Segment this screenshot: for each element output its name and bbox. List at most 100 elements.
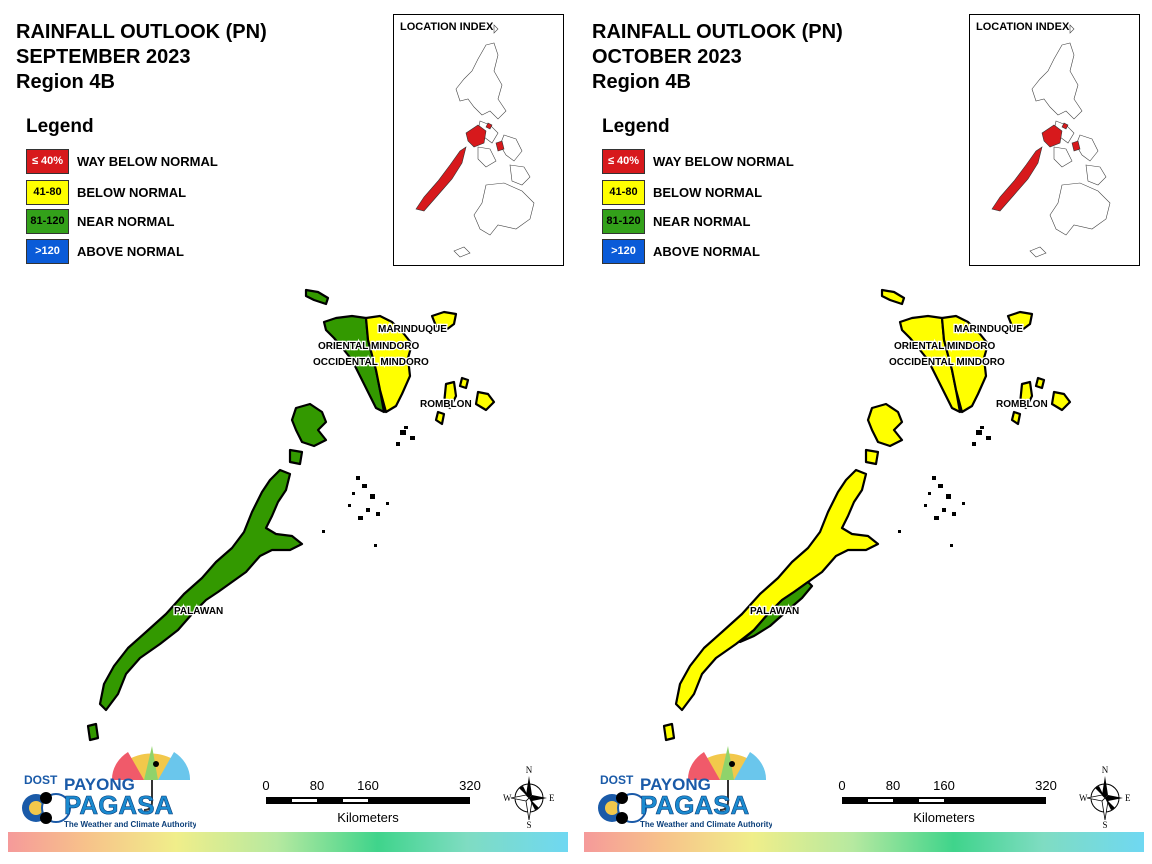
- oriental-mindoro-shape: [940, 314, 990, 414]
- legend-row-above: >120 ABOVE NORMAL: [26, 238, 184, 264]
- marinduque-shape: [1006, 310, 1034, 332]
- region-map: MARINDUQUE ORIENTAL MINDORO OCCIDENTAL M…: [662, 288, 1072, 742]
- scale-unit: Kilometers: [337, 810, 399, 825]
- scale-unit: Kilometers: [913, 810, 975, 825]
- legend-label: BELOW NORMAL: [77, 184, 187, 200]
- legend-swatch: 81-120: [26, 208, 69, 234]
- title-line1: RAINFALL OUTLOOK (PN): [16, 21, 267, 43]
- legend-swatch: >120: [602, 238, 645, 264]
- calamian-islands: [290, 402, 328, 448]
- scale-tick: 80: [886, 778, 900, 793]
- logo-dost-text: DOST: [24, 773, 58, 787]
- legend-title: Legend: [602, 116, 670, 137]
- scale-bar: 0 80 160 320 Kilometers: [834, 776, 1064, 832]
- legend-swatch: ≤ 40%: [602, 148, 645, 174]
- scale-tick: 320: [1035, 778, 1057, 793]
- scale-tick: 0: [838, 778, 845, 793]
- marinduque-shape: [430, 310, 458, 332]
- philippines-inset-map: [415, 24, 535, 258]
- scale-tick: 160: [933, 778, 955, 793]
- location-index-label: LOCATION INDEX: [400, 21, 494, 33]
- map-title: RAINFALL OUTLOOK (PN) SEPTEMBER 2023 Reg…: [16, 20, 267, 95]
- legend-label: NEAR NORMAL: [77, 213, 175, 229]
- romblon-island-small: [458, 376, 470, 390]
- scale-tick: 80: [310, 778, 324, 793]
- romblon-island-small: [1034, 376, 1046, 390]
- romblon-island-south: [1010, 410, 1022, 426]
- north-arrow-compass: N S W E: [1076, 764, 1134, 830]
- legend-row-below: 41-80 BELOW NORMAL: [26, 179, 186, 205]
- small-islets: [322, 426, 415, 547]
- lubang-island: [304, 288, 330, 306]
- legend-row-near: 81-120 NEAR NORMAL: [602, 208, 751, 234]
- location-index-inset: LOCATION INDEX: [393, 14, 564, 266]
- compass-s: S: [526, 820, 531, 830]
- label-marinduque: MARINDUQUE: [378, 324, 447, 335]
- culion-island: [288, 448, 304, 466]
- palawan-mainland-shape: [98, 468, 304, 712]
- legend-row-above: >120 ABOVE NORMAL: [602, 238, 760, 264]
- scale-bar: 0 80 160 320 Kilometers: [258, 776, 488, 832]
- logo-payong-text: PAYONG: [640, 775, 711, 794]
- compass-n: N: [526, 765, 533, 775]
- philippines-inset-map: [991, 24, 1111, 258]
- label-marinduque: MARINDUQUE: [954, 324, 1023, 335]
- label-palawan: PALAWAN: [750, 606, 799, 617]
- palawan-mainland-shape: [674, 468, 880, 712]
- logo-tagline: The Weather and Climate Authority: [64, 820, 196, 829]
- title-line1: RAINFALL OUTLOOK (PN): [592, 21, 843, 43]
- palawan-south-islet: [86, 722, 100, 742]
- label-oriental-mindoro: ORIENTAL MINDORO: [894, 341, 996, 352]
- romblon-tablas: [1018, 380, 1034, 410]
- map-title: RAINFALL OUTLOOK (PN) OCTOBER 2023 Regio…: [592, 20, 843, 95]
- region-4b-highlight: [991, 122, 1081, 212]
- occidental-mindoro-shape: [898, 314, 962, 414]
- romblon-tablas: [442, 380, 458, 410]
- scale-tick: 160: [357, 778, 379, 793]
- occidental-mindoro-shape: [322, 314, 386, 414]
- compass-e: E: [549, 793, 555, 803]
- compass-s: S: [1102, 820, 1107, 830]
- label-romblon: ROMBLON: [996, 399, 1048, 410]
- palawan-near-normal-section: [738, 580, 814, 644]
- scale-tick: 0: [262, 778, 269, 793]
- legend-row-below: 41-80 BELOW NORMAL: [602, 179, 762, 205]
- location-index-inset: LOCATION INDEX: [969, 14, 1140, 266]
- title-region: Region 4B: [592, 71, 691, 93]
- pagasa-logo: DOST PAYONG PAGASA The Weather and Clima…: [16, 740, 197, 832]
- logo-tagline: The Weather and Climate Authority: [640, 820, 772, 829]
- legend-label: NEAR NORMAL: [653, 213, 751, 229]
- region-4b-highlight: [415, 122, 505, 212]
- logo-dost-text: DOST: [600, 773, 634, 787]
- logo-pagasa-text: PAGASA: [64, 790, 174, 820]
- september-outlook-panel: RAINFALL OUTLOOK (PN) SEPTEMBER 2023 Reg…: [8, 14, 568, 852]
- legend-row-near: 81-120 NEAR NORMAL: [26, 208, 175, 234]
- lubang-island: [880, 288, 906, 306]
- legend-swatch: 81-120: [602, 208, 645, 234]
- romblon-sibuyan: [1050, 390, 1072, 412]
- legend-label: WAY BELOW NORMAL: [77, 153, 218, 169]
- legend-title: Legend: [26, 116, 94, 137]
- legend-label: ABOVE NORMAL: [77, 243, 184, 259]
- label-occidental-mindoro: OCCIDENTAL MINDORO: [889, 357, 1005, 368]
- compass-w: W: [1079, 793, 1088, 803]
- oriental-mindoro-shape: [364, 314, 414, 414]
- gradient-footer-bar: [584, 832, 1144, 852]
- title-month: OCTOBER 2023: [592, 46, 742, 68]
- north-arrow-compass: N S W E: [500, 764, 558, 830]
- logo-pagasa-text: PAGASA: [640, 790, 750, 820]
- legend-swatch: 41-80: [26, 179, 69, 205]
- compass-n: N: [1102, 765, 1109, 775]
- legend-swatch: >120: [26, 238, 69, 264]
- romblon-island-south: [434, 410, 446, 426]
- label-palawan: PALAWAN: [174, 606, 223, 617]
- scale-tick: 320: [459, 778, 481, 793]
- title-region: Region 4B: [16, 71, 115, 93]
- title-month: SEPTEMBER 2023: [16, 46, 191, 68]
- location-index-label: LOCATION INDEX: [976, 21, 1070, 33]
- legend-label: ABOVE NORMAL: [653, 243, 760, 259]
- legend-label: BELOW NORMAL: [653, 184, 763, 200]
- legend-label: WAY BELOW NORMAL: [653, 153, 794, 169]
- compass-e: E: [1125, 793, 1131, 803]
- small-islets: [898, 426, 991, 547]
